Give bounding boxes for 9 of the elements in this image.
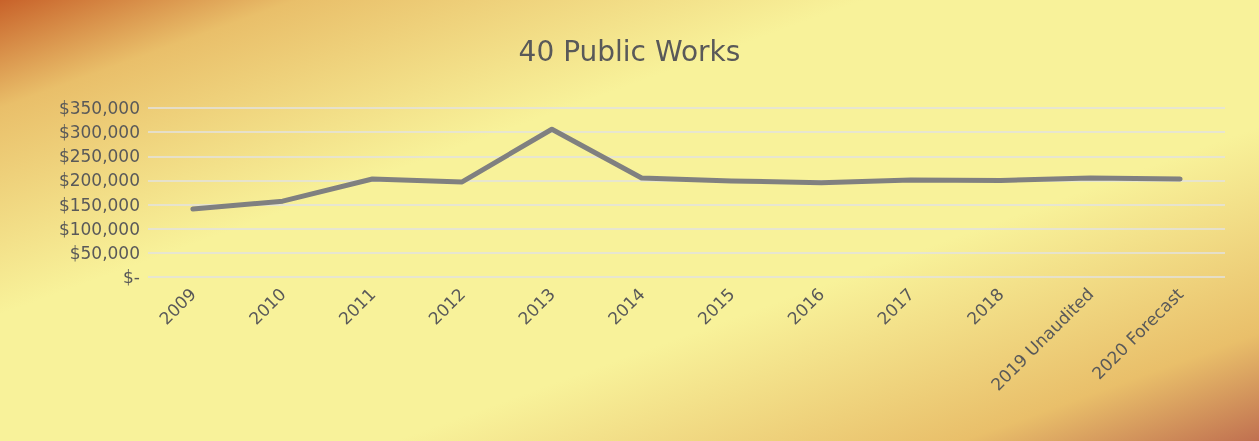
y-tick-label: $250,000 xyxy=(58,146,140,167)
chart-title: 40 Public Works xyxy=(518,34,741,68)
y-tick-label: $50,000 xyxy=(69,242,140,263)
y-tick-label: $150,000 xyxy=(58,194,140,215)
y-tick-label: $350,000 xyxy=(58,98,140,118)
y-tick-label: $200,000 xyxy=(58,170,140,191)
y-tick-label: $300,000 xyxy=(58,122,140,143)
y-tick-label: $- xyxy=(123,267,140,287)
y-tick-label: $100,000 xyxy=(58,218,140,239)
